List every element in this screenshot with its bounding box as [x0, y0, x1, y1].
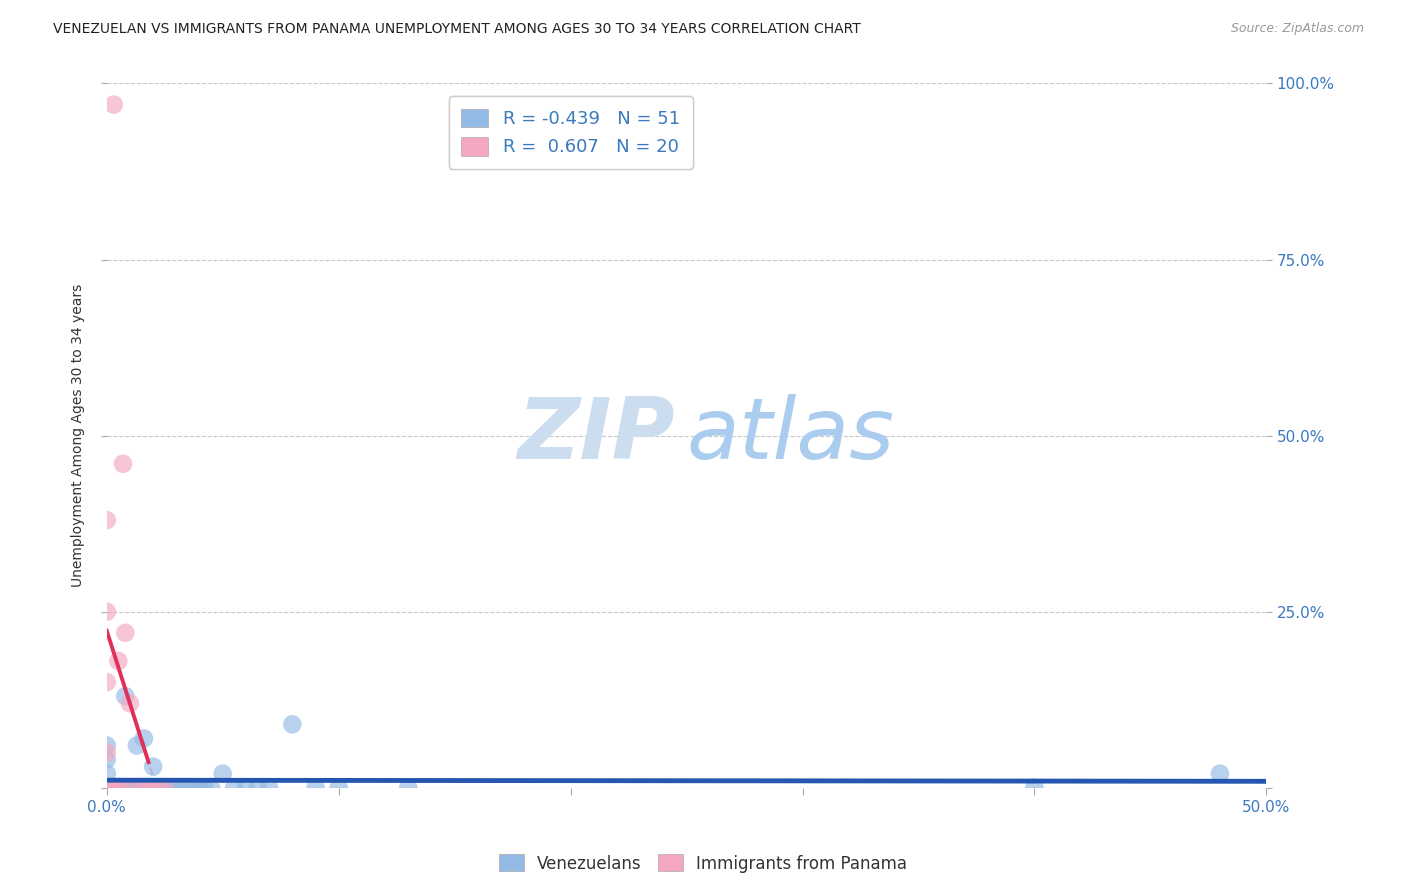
Point — [98, 780, 121, 795]
Point — [118, 780, 141, 795]
Point — [235, 780, 257, 795]
Point — [96, 766, 118, 780]
Point — [107, 654, 129, 668]
Point — [100, 780, 122, 795]
Text: ZIP: ZIP — [517, 394, 675, 477]
Point — [100, 780, 122, 795]
Point — [157, 780, 180, 795]
Point — [105, 780, 128, 795]
Point — [118, 696, 141, 710]
Point — [211, 766, 233, 780]
Point — [110, 780, 132, 795]
Point — [100, 780, 122, 795]
Point — [146, 780, 169, 795]
Y-axis label: Unemployment Among Ages 30 to 34 years: Unemployment Among Ages 30 to 34 years — [72, 284, 86, 587]
Point — [103, 780, 125, 795]
Point — [131, 780, 153, 795]
Text: VENEZUELAN VS IMMIGRANTS FROM PANAMA UNEMPLOYMENT AMONG AGES 30 TO 34 YEARS CORR: VENEZUELAN VS IMMIGRANTS FROM PANAMA UNE… — [53, 22, 862, 37]
Point — [105, 780, 128, 795]
Text: atlas: atlas — [686, 394, 894, 477]
Legend: R = -0.439   N = 51, R =  0.607   N = 20: R = -0.439 N = 51, R = 0.607 N = 20 — [449, 96, 693, 169]
Point — [172, 780, 194, 795]
Point — [328, 780, 350, 795]
Point — [110, 780, 132, 795]
Point — [142, 780, 165, 795]
Point — [281, 717, 304, 731]
Point — [110, 780, 132, 795]
Point — [146, 780, 169, 795]
Point — [165, 780, 187, 795]
Point — [111, 457, 134, 471]
Point — [396, 780, 419, 795]
Point — [105, 780, 128, 795]
Point — [117, 780, 139, 795]
Point — [153, 780, 176, 795]
Point — [125, 739, 148, 753]
Point — [138, 780, 160, 795]
Point — [111, 780, 134, 795]
Point — [107, 780, 129, 795]
Point — [188, 780, 211, 795]
Point — [131, 780, 153, 795]
Point — [96, 513, 118, 527]
Point — [103, 97, 125, 112]
Point — [200, 780, 222, 795]
Point — [114, 689, 136, 703]
Point — [224, 780, 246, 795]
Point — [177, 780, 200, 795]
Point — [98, 780, 121, 795]
Point — [193, 780, 215, 795]
Point — [96, 746, 118, 760]
Point — [96, 675, 118, 690]
Point — [114, 625, 136, 640]
Point — [107, 780, 129, 795]
Point — [138, 780, 160, 795]
Point — [96, 753, 118, 767]
Point — [1209, 766, 1232, 780]
Point — [96, 780, 118, 795]
Point — [124, 780, 146, 795]
Point — [103, 780, 125, 795]
Legend: Venezuelans, Immigrants from Panama: Venezuelans, Immigrants from Panama — [492, 847, 914, 880]
Point — [246, 780, 269, 795]
Point — [132, 731, 155, 746]
Point — [1024, 780, 1046, 795]
Point — [96, 739, 118, 753]
Point — [118, 780, 141, 795]
Point — [304, 780, 326, 795]
Point — [153, 780, 176, 795]
Point — [124, 780, 146, 795]
Point — [98, 780, 121, 795]
Point — [142, 759, 165, 773]
Point — [257, 780, 280, 795]
Text: Source: ZipAtlas.com: Source: ZipAtlas.com — [1230, 22, 1364, 36]
Point — [114, 780, 136, 795]
Point — [96, 605, 118, 619]
Point — [121, 780, 143, 795]
Point — [184, 780, 207, 795]
Point — [96, 780, 118, 795]
Point — [128, 780, 150, 795]
